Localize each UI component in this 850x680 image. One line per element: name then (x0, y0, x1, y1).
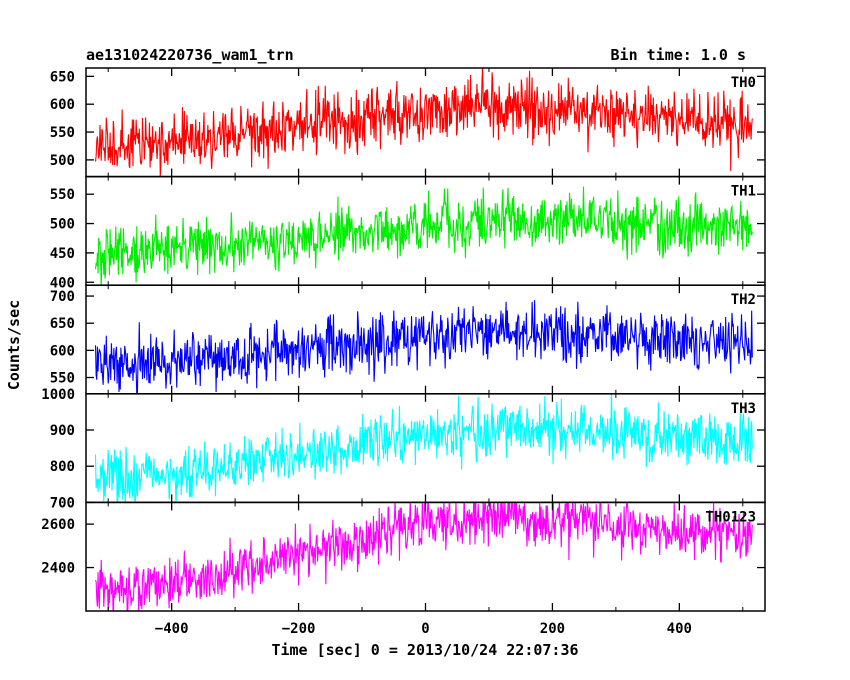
panel-label-th0: TH0 (731, 75, 756, 91)
y-tick-label: 600 (50, 97, 75, 113)
x-axis: −400 −200 0 200 400 (155, 621, 692, 637)
panels-group: 500 550 600 650 TH0 400 450 500 550 TH1 550 600 650 7… (41, 67, 766, 612)
panel-frame (85, 175, 766, 286)
series-line-th0123 (94, 502, 753, 611)
y-tick-label: 550 (50, 125, 75, 141)
x-tick-label: −200 (282, 621, 316, 637)
panel-th2: 550 600 650 700 TH2 (50, 284, 766, 395)
y-tick-label: 700 (50, 495, 75, 511)
panel-label-th0123: TH0123 (705, 509, 756, 525)
panel-th1: 400 450 500 550 TH1 (50, 175, 766, 291)
series-line-th2 (94, 300, 753, 394)
panel-th0: 500 550 600 650 TH0 (50, 67, 766, 178)
y-tick-label: 450 (50, 246, 75, 262)
panel-label-th3: TH3 (731, 401, 756, 417)
y-tick-label: 500 (50, 153, 75, 169)
y-tick-label: 800 (50, 459, 75, 475)
y-tick-label: 650 (50, 316, 75, 332)
x-tick-label: −400 (155, 621, 189, 637)
chart-subtitle: Bin time: 1.0 s (611, 46, 746, 64)
y-tick-label: 500 (50, 217, 75, 233)
y-tick-label: 600 (50, 343, 75, 359)
series-line-th3 (94, 393, 753, 503)
y-tick-label: 900 (50, 423, 75, 439)
y-tick-label: 2600 (41, 517, 75, 533)
x-tick-label: 200 (540, 621, 565, 637)
panel-th3: 700 800 900 1000 TH3 (41, 387, 766, 511)
series-line-th0 (94, 68, 753, 177)
y-tick-label: 700 (50, 289, 75, 305)
x-tick-label: 0 (421, 621, 429, 637)
y-tick-label: 400 (50, 275, 75, 291)
series-line-th1 (94, 186, 753, 286)
y-tick-label: 550 (50, 371, 75, 387)
y-tick-label: 650 (50, 69, 75, 85)
panel-frame (85, 67, 766, 178)
y-tick-label: 550 (50, 187, 75, 203)
y-tick-label: 2400 (41, 561, 75, 577)
y-axis-label: Counts/sec (5, 300, 23, 390)
y-tick-label: 1000 (41, 387, 75, 403)
x-axis-label: Time [sec] 0 = 2013/10/24 22:07:36 (271, 641, 578, 659)
x-tick-label: 400 (667, 621, 692, 637)
panel-label-th1: TH1 (731, 184, 756, 200)
panel-th0123: 2400 2600 TH0123 (41, 501, 766, 612)
panel-label-th2: TH2 (731, 292, 756, 308)
panel-frame (85, 393, 766, 504)
chart-title: ae131024220736_wam1_trn (86, 46, 294, 64)
